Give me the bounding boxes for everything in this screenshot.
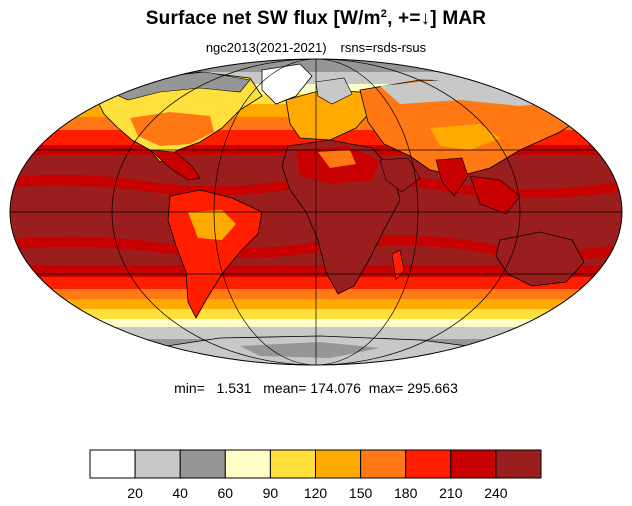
chart-title: Surface net SW flux [W/m2, +=↓] MAR	[145, 8, 487, 29]
max-value: 295.663	[407, 380, 458, 396]
southeast-asia	[469, 175, 521, 215]
colorbar-tick-label: 120	[303, 485, 328, 501]
min-value: 1.531	[216, 380, 252, 396]
colorbar-tick-label: 20	[127, 485, 143, 501]
colorbar-box	[495, 449, 542, 479]
antarctica-dark	[240, 342, 380, 358]
colorbar-box	[134, 449, 181, 479]
dataset-label: ngc2013(2021-2021)	[205, 40, 327, 55]
world-map	[9, 58, 623, 366]
colorbar-box	[315, 449, 362, 479]
india	[435, 157, 469, 197]
mean-value: 174.076	[310, 380, 361, 396]
amazon-orange	[188, 210, 236, 240]
colorbar-box	[89, 449, 136, 479]
globe-outline	[9, 58, 623, 366]
variable-label: rsns=rsds-rsus	[340, 40, 427, 55]
us-orange	[130, 112, 214, 146]
colorbar-box	[405, 449, 452, 479]
scandinavia-grey	[315, 77, 353, 105]
colorbar-tick-label: 210	[439, 485, 463, 501]
graticule	[10, 59, 622, 365]
statistics-line: min= 1.531 mean= 174.076 max= 295.663	[174, 380, 458, 396]
colorbar-box	[179, 449, 226, 479]
colorbar-box	[360, 449, 407, 479]
colorbar-box	[224, 449, 271, 479]
mexico	[149, 149, 201, 181]
tibet-orange	[430, 124, 500, 150]
sahara-orange	[318, 150, 356, 168]
colorbar-tick-label: 90	[262, 485, 279, 501]
arabia	[379, 157, 421, 193]
colorbar-box	[269, 449, 316, 479]
colorbar-tick-label: 40	[172, 485, 188, 501]
south-america	[167, 189, 263, 319]
chart-subtitle: ngc2013(2021-2021) rsns=rsds-rsus	[0, 40, 632, 55]
colorbar-tick-label: 240	[484, 485, 508, 501]
australia	[495, 231, 585, 287]
colorbar-tick-label: 150	[348, 485, 373, 501]
greenland	[261, 63, 313, 105]
madagascar	[391, 249, 405, 281]
colorbar-tick-label: 180	[394, 485, 418, 501]
colorbar-tick-label: 60	[217, 485, 234, 501]
colorbar-box	[450, 449, 497, 479]
